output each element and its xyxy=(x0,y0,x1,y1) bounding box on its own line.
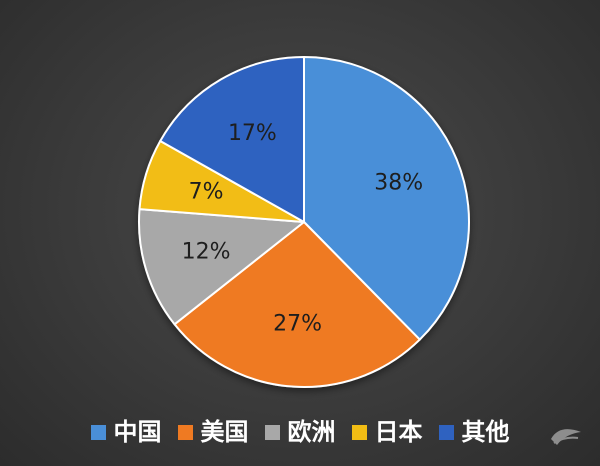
pie-slice-0 xyxy=(303,56,470,341)
legend-label-1: 美国 xyxy=(200,418,249,446)
legend-swatch-1 xyxy=(177,424,193,440)
legend-item-0: 中国 xyxy=(90,418,162,446)
pie-slice-4 xyxy=(159,56,305,223)
pie-slice-1 xyxy=(173,221,421,389)
pie-slices xyxy=(138,56,470,389)
legend-swatch-0 xyxy=(90,424,106,440)
legend-swatch-4 xyxy=(438,424,454,440)
slice-label-2: 12% xyxy=(182,239,231,264)
slice-label-4: 17% xyxy=(228,121,277,146)
watermark xyxy=(548,424,584,448)
watermark-logo-icon xyxy=(551,429,581,445)
pie-slice-2 xyxy=(138,208,305,326)
legend-item-1: 美国 xyxy=(177,418,249,446)
legend-label-0: 中国 xyxy=(113,418,162,446)
pie-slice-labels: 38% 27% 12% 7% 17% xyxy=(182,121,424,336)
legend-item-3: 日本 xyxy=(351,418,423,446)
legend-label-4: 其他 xyxy=(461,418,510,446)
legend-label-3: 日本 xyxy=(374,418,423,446)
slice-label-3: 7% xyxy=(189,180,224,205)
legend-item-2: 欧洲 xyxy=(264,418,336,446)
legend-label-2: 欧洲 xyxy=(287,418,336,446)
legend-swatch-2 xyxy=(264,424,280,440)
legend-item-4: 其他 xyxy=(438,418,510,446)
legend-swatch-3 xyxy=(351,424,367,440)
slice-label-0: 38% xyxy=(374,171,423,196)
slice-label-1: 27% xyxy=(273,312,322,337)
legend: 中国 美国 欧洲 日本 其他 xyxy=(0,412,600,452)
